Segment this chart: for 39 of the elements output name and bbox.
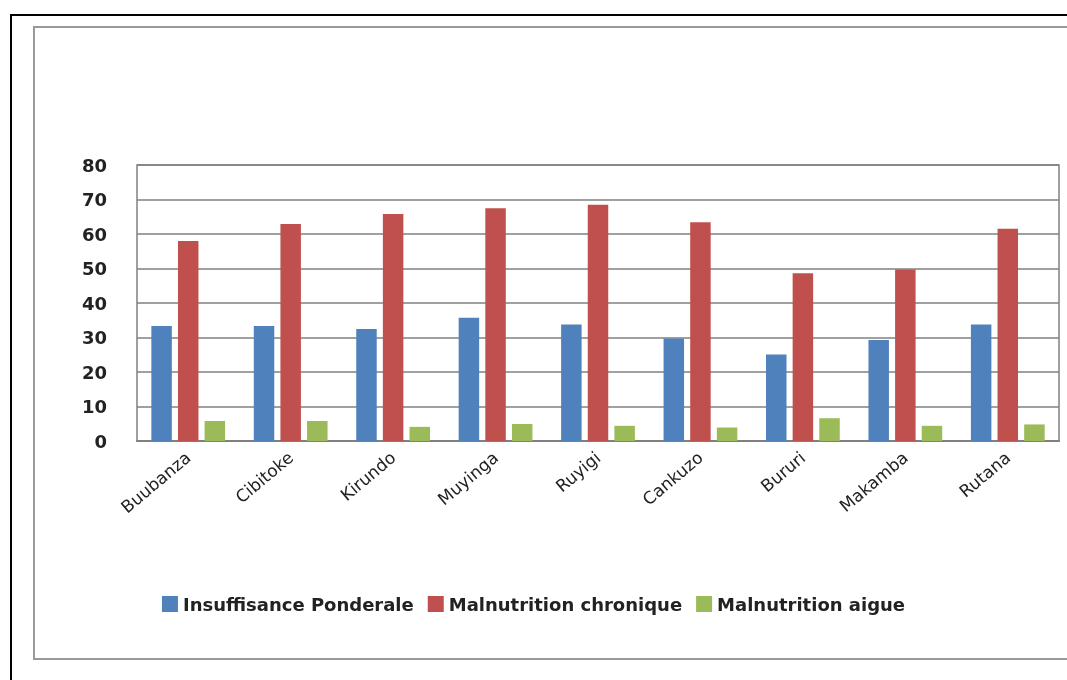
y-tick-label: 30 xyxy=(81,327,107,348)
y-tick-label: 60 xyxy=(81,223,107,245)
bar xyxy=(409,426,430,441)
bar xyxy=(561,324,582,441)
bar xyxy=(382,213,404,441)
bar xyxy=(970,324,992,441)
bar xyxy=(356,328,377,441)
bar xyxy=(997,228,1019,441)
bar xyxy=(280,224,301,441)
bar xyxy=(895,269,916,441)
bar xyxy=(151,326,172,441)
bar xyxy=(307,420,328,441)
bar xyxy=(204,420,226,441)
y-tick-label: 0 xyxy=(94,430,107,452)
bar xyxy=(792,273,814,441)
y-tick-label: 70 xyxy=(81,189,107,210)
legend-label: Malnutrition aigue xyxy=(717,593,906,615)
bar xyxy=(253,326,275,441)
bar xyxy=(716,427,738,441)
bar xyxy=(1024,424,1045,441)
y-tick-label: 80 xyxy=(81,154,107,176)
y-tick-label: 20 xyxy=(81,361,107,383)
y-tick-label: 50 xyxy=(81,258,107,279)
bar xyxy=(766,354,787,441)
bar xyxy=(868,339,889,441)
y-tick-label: 40 xyxy=(81,292,107,314)
bar xyxy=(819,418,840,441)
legend-label: Malnutrition chronique xyxy=(448,593,683,615)
bar xyxy=(177,240,199,441)
bar xyxy=(485,208,506,441)
bar xyxy=(614,425,635,441)
bar xyxy=(587,204,609,441)
bar xyxy=(690,222,711,441)
bar xyxy=(921,425,943,441)
y-tick-label: 10 xyxy=(81,396,107,417)
bar xyxy=(458,317,480,441)
bar xyxy=(511,424,533,441)
legend-label: Insuffisance Ponderale xyxy=(182,593,414,615)
bar xyxy=(663,338,685,441)
